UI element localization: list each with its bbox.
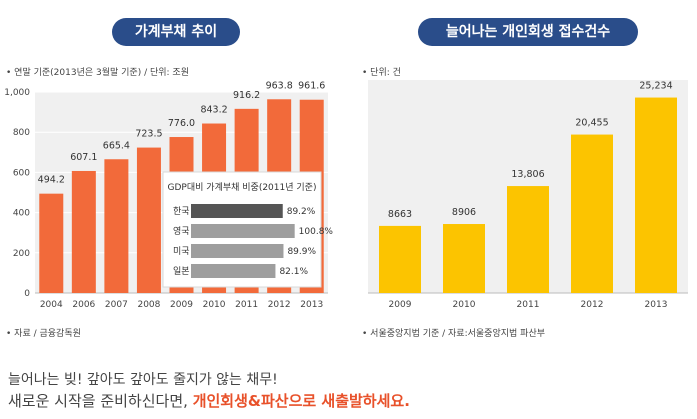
left-y-tick-label: 200 [13,249,30,259]
left-x-tick-label: 2004 [40,300,63,310]
right-bar-value-label: 13,806 [511,169,544,180]
left-bar-value-label: 723.5 [135,129,162,140]
left-bar-value-label: 494.2 [38,175,65,186]
left-bar-value-label: 916.2 [233,90,260,101]
left-bar [39,193,64,293]
left-x-tick-label: 2009 [170,300,193,310]
left-bar-value-label: 961.6 [298,81,325,92]
right-x-tick-label: 2010 [453,300,476,310]
inset-bar [191,244,284,258]
left-source-note: • 자료 / 금융감독원 [6,329,81,339]
message-line-1: 늘어나는 빚! 갚아도 갚아도 줄지가 않는 채무! [8,372,278,388]
left-bar-value-label: 776.0 [168,118,195,129]
inset-bar [191,264,276,278]
right-x-tick-label: 2013 [645,300,668,310]
right-x-tick-label: 2012 [581,300,604,310]
left-bar [104,159,129,293]
right-bar [443,224,485,293]
right-bar [379,225,421,293]
left-bar [136,147,161,293]
message-line-2: 새로운 시작을 준비하신다면, 개인회생&파산으로 새출발하세요. [8,390,410,411]
left-x-tick-label: 2010 [203,300,226,310]
inset-category-label: 일본 [173,266,190,277]
right-source-note: • 서울중앙지법 기준 / 자료:서울중앙지법 파산부 [362,329,545,339]
inset-value-label: 82.1% [279,267,308,277]
left-bar-value-label: 665.4 [103,140,130,151]
left-bar [71,170,96,293]
gdp-ratio-inset: GDP대비 가계부채 비중(2011년 기준) 한국 89.2% 영국 100.8% 미국… [162,171,334,288]
message-line-2-highlight: 개인회생&파산으로 새출발하세요. [192,392,410,410]
right-bar-value-label: 8663 [388,209,412,220]
left-y-tick-label: 600 [13,168,30,178]
left-x-tick-label: 2007 [105,300,128,310]
left-x-tick-label: 2006 [72,300,95,310]
inset-bar [191,224,295,238]
right-x-tick-label: 2009 [389,300,412,310]
right-unit-note: • 단위: 건 [362,68,401,78]
inset-category-label: 한국 [173,206,190,217]
right-chart-title: 늘어나는 개인회생 접수건수 [418,18,638,46]
left-x-tick-label: 2013 [300,300,323,310]
left-y-tick-label: 1,000 [4,88,30,98]
right-x-tick-label: 2011 [517,300,540,310]
left-bar-value-label: 963.8 [266,80,293,91]
left-y-tick-label: 400 [13,209,30,219]
inset-category-label: 미국 [173,246,190,257]
rehabilitation-filings-chart: 8663 2009 8906 2010 13,806 2011 20,455 2012 25,2… [368,80,688,310]
left-y-tick-label: 800 [13,128,30,138]
right-bar-value-label: 20,455 [575,118,608,129]
left-y-tick-label: 0 [24,289,30,299]
left-x-tick-label: 2008 [137,300,160,310]
right-bar [635,97,677,293]
left-bar-value-label: 843.2 [200,105,227,116]
inset-value-label: 89.2% [287,207,316,217]
left-chart-title: 가계부채 추이 [112,18,240,46]
left-bar-value-label: 607.1 [70,152,97,163]
left-x-tick-label: 2011 [235,300,258,310]
right-bar [507,186,549,293]
message-line-2-prefix: 새로운 시작을 준비하신다면, [8,392,193,410]
left-x-tick-label: 2012 [268,300,291,310]
right-bar-value-label: 8906 [452,207,476,218]
inset-value-label: 100.8% [299,227,334,237]
inset-value-label: 89.9% [287,247,316,257]
inset-category-label: 영국 [173,226,190,237]
inset-bar [191,204,283,218]
left-unit-note: • 연말 기준(2013년은 3월말 기준) / 단위: 조원 [6,68,189,78]
right-bar-value-label: 25,234 [639,81,672,92]
inset-title: GDP대비 가계부채 비중(2011년 기준) [168,181,317,193]
right-bar [571,134,613,293]
